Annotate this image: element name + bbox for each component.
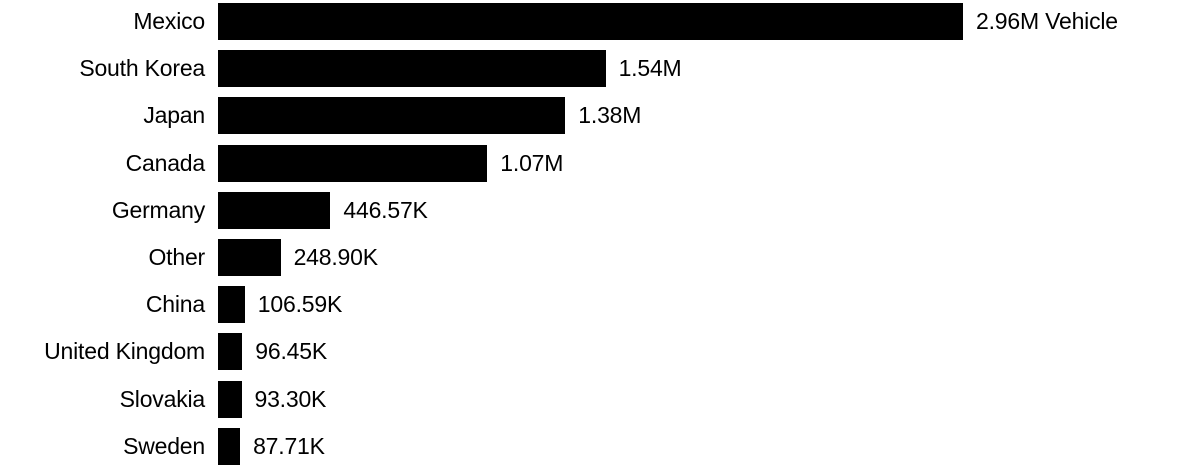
bar-row: Slovakia 93.30K [0,380,1199,428]
bar-track: 248.90K [218,238,378,276]
bar-row: Japan 1.38M [0,97,1199,144]
category-label: Germany [111,196,205,223]
category-label: United Kingdom [44,338,205,365]
bar-row: Sweden 87.71K [0,427,1199,475]
value-label: 106.59K [257,291,343,318]
bar-row: South Korea 1.54M [0,50,1199,97]
bar-track: 106.59K [218,286,343,324]
bar [218,238,281,276]
value-label: 93.30K [254,385,327,412]
value-label: 248.90K [293,243,378,270]
bar-row: Germany 446.57K [0,191,1199,239]
bar-row: Canada 1.07M [0,144,1199,192]
bar-row: United Kingdom 96.45K [0,333,1199,380]
bar [218,333,243,371]
value-label: 1.07M [500,149,564,176]
bar-row: Mexico 2.96M Vehicle [0,3,1199,50]
bar-track: 446.57K [218,191,428,229]
bar-track: 93.30K [218,380,327,418]
bar-track: 2.96M Vehicle [218,3,1118,40]
category-label: Sweden [123,432,205,459]
bar [218,97,566,135]
bar [218,50,606,88]
value-label: 96.45K [255,338,327,365]
bar-track: 1.54M [218,50,682,88]
value-label: 2.96M Vehicle [976,8,1118,34]
category-label: Canada [125,149,206,176]
category-label: South Korea [79,55,205,82]
category-label: Japan [143,102,205,129]
bar [218,380,242,418]
bar [218,286,245,324]
category-label: Slovakia [119,385,206,412]
value-label: 446.57K [343,196,428,223]
bar [218,191,331,229]
category-label: China [145,291,205,318]
bar-track: 1.38M [218,97,642,135]
category-label: Other [148,243,205,270]
bar-track: 87.71K [218,427,325,465]
category-label: Mexico [133,8,205,34]
bar [218,3,963,40]
bar-track: 1.07M [218,144,564,182]
bar-row: China 106.59K [0,286,1199,333]
bar [218,427,241,465]
bar-row: Other 248.90K [0,238,1199,286]
value-label: 87.71K [253,432,325,459]
bar [218,144,488,182]
value-label: 1.38M [578,102,642,129]
value-label: 1.54M [618,55,682,82]
bar-track: 96.45K [218,333,327,371]
